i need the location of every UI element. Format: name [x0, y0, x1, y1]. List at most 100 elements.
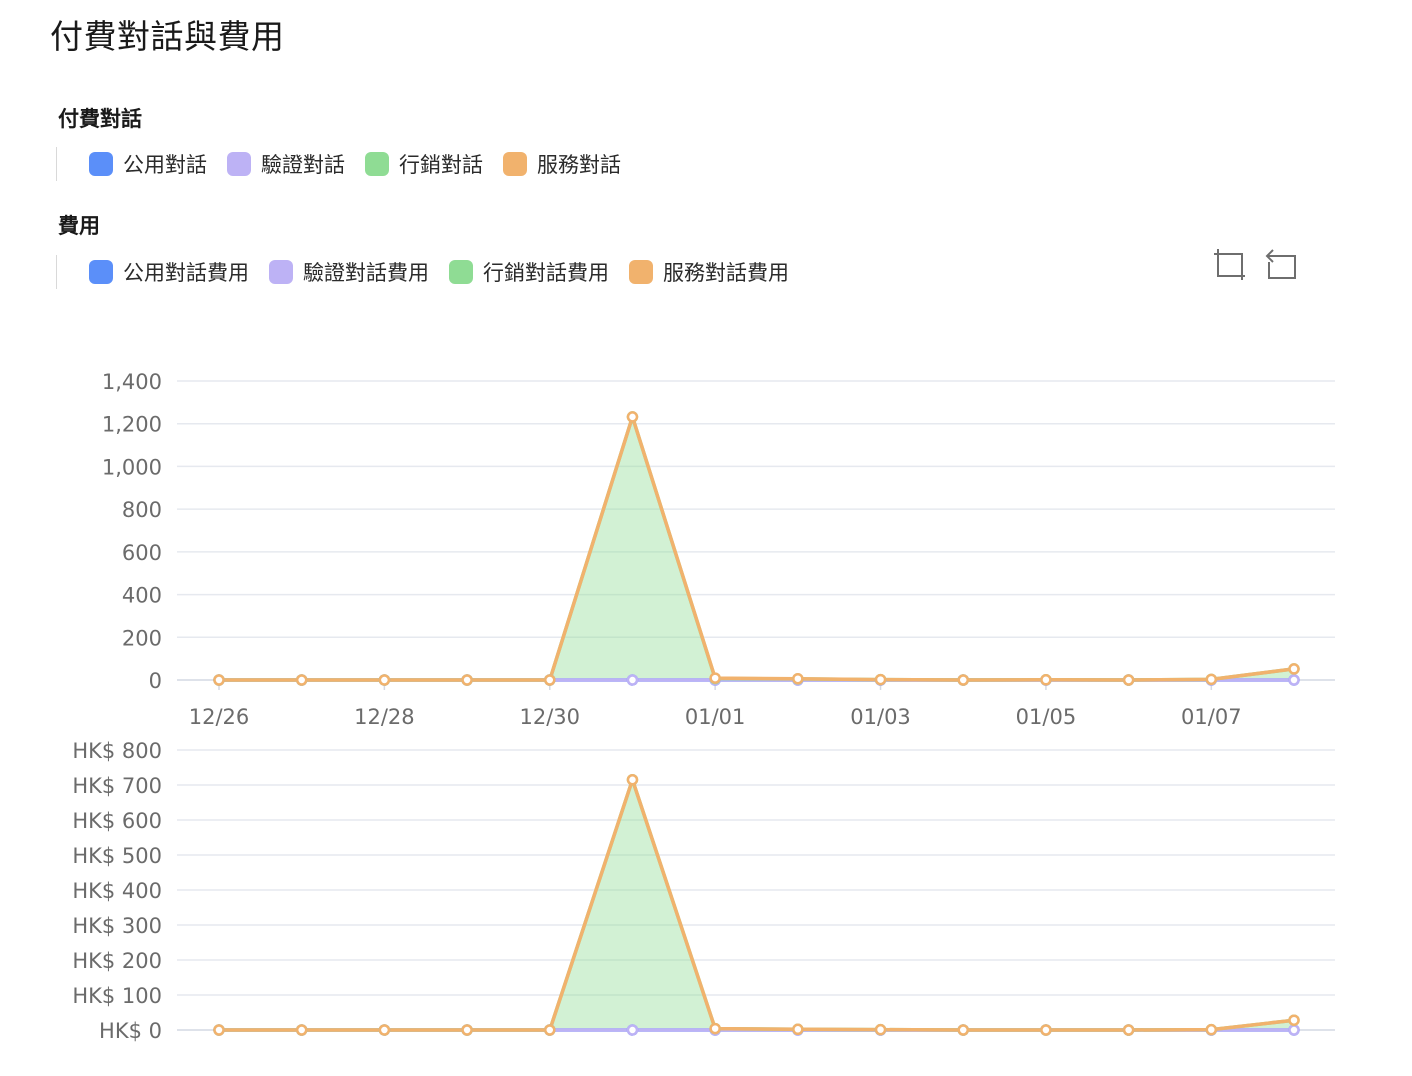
- x-tick-label: 01/05: [1016, 705, 1077, 729]
- y-tick-label: HK$ 800: [72, 739, 162, 763]
- data-point: [1122, 674, 1135, 686]
- legend-swatch: [449, 260, 473, 284]
- data-point: [1040, 674, 1052, 686]
- data-point: [709, 1024, 721, 1036]
- data-point: [1288, 1024, 1300, 1036]
- y-tick-label: HK$ 200: [72, 949, 162, 973]
- zoom-select-icon[interactable]: [1212, 246, 1248, 282]
- legend-label: 驗證對話: [261, 153, 345, 177]
- x-tick-label: 01/03: [850, 705, 911, 729]
- data-point: [295, 674, 308, 686]
- data-point: [957, 1024, 969, 1036]
- y-tick-label: 1,200: [102, 413, 162, 437]
- data-point: [709, 674, 721, 686]
- data-point: [1040, 1024, 1052, 1036]
- legend-item-public-conversations[interactable]: 公用對話: [89, 149, 207, 179]
- x-tick-label: 12/26: [189, 705, 250, 729]
- data-point: [626, 674, 639, 686]
- data-point: [461, 1024, 473, 1036]
- data-point: [1040, 1024, 1052, 1036]
- data-point: [378, 1024, 391, 1036]
- data-point: [626, 411, 639, 423]
- data-point: [957, 674, 969, 686]
- data-point: [1205, 1024, 1218, 1036]
- legend-item-marketing-conversations[interactable]: 行銷對話: [365, 149, 483, 179]
- data-point: [461, 1024, 473, 1036]
- data-point: [1040, 674, 1052, 686]
- data-point: [626, 1024, 639, 1036]
- data-point: [957, 1024, 969, 1036]
- y-tick-label: 800: [122, 498, 162, 522]
- y-tick-label: HK$ 600: [72, 809, 162, 833]
- data-point: [792, 1023, 804, 1036]
- data-point: [957, 674, 969, 686]
- y-tick-label: HK$ 0: [99, 1019, 162, 1043]
- data-point: [295, 674, 308, 686]
- y-tick-label: 1,000: [102, 455, 162, 479]
- data-point: [1205, 674, 1218, 686]
- data-point: [626, 1024, 639, 1036]
- legend-label: 行銷對話: [399, 153, 483, 177]
- data-point: [709, 1022, 721, 1035]
- data-point: [1205, 673, 1218, 686]
- data-point: [378, 1024, 391, 1036]
- data-point: [874, 673, 887, 686]
- legend-item-service-conversations[interactable]: 服務對話: [503, 149, 621, 179]
- data-point: [544, 674, 556, 686]
- series-line-3: [219, 415, 1295, 682]
- data-point: [213, 674, 225, 686]
- data-point: [1122, 1024, 1135, 1036]
- legend-item-public-cost[interactable]: 公用對話費用: [89, 257, 249, 287]
- x-tick-label: 01/01: [685, 705, 746, 729]
- conversations-legend-title: 付費對話: [58, 107, 142, 131]
- data-point: [213, 1024, 225, 1036]
- series-area-4: [219, 779, 1294, 1030]
- data-point: [626, 774, 639, 786]
- legend-item-authentication-conversations[interactable]: 驗證對話: [227, 149, 345, 179]
- data-point: [1122, 1024, 1135, 1036]
- zoom-reset-icon[interactable]: [1263, 246, 1299, 282]
- data-point: [1205, 673, 1218, 686]
- y-tick-label: 200: [122, 626, 162, 650]
- y-tick-label: 400: [122, 584, 162, 608]
- data-point: [213, 674, 225, 686]
- legend-item-marketing-cost[interactable]: 行銷對話費用: [449, 257, 609, 287]
- data-point: [295, 1024, 308, 1036]
- y-tick-label: HK$ 400: [72, 879, 162, 903]
- x-tick-label: 12/28: [354, 705, 415, 729]
- legend-swatch: [629, 260, 653, 284]
- data-point: [957, 1024, 969, 1036]
- data-point: [709, 672, 721, 685]
- data-point: [626, 411, 639, 423]
- legend-swatch: [503, 152, 527, 176]
- data-point: [874, 1023, 887, 1036]
- data-point: [1205, 1024, 1218, 1036]
- data-point: [709, 1022, 721, 1035]
- data-point: [461, 674, 473, 686]
- page-title: 付費對話與費用: [50, 17, 285, 56]
- data-point: [874, 1024, 887, 1036]
- series-area-3: [219, 779, 1294, 1030]
- data-point: [1122, 674, 1135, 686]
- y-tick-label: 0: [149, 669, 162, 693]
- data-point: [378, 674, 391, 686]
- chart-2: HK$ 0 HK$ 100 HK$ 200 HK$ 300 HK$ 400 HK$ 500…: [72, 739, 1335, 1043]
- data-point: [1288, 674, 1300, 686]
- data-point: [1122, 1024, 1135, 1036]
- series-area-3: [219, 416, 1294, 680]
- data-point: [213, 1024, 225, 1036]
- data-point: [1288, 674, 1300, 686]
- data-point: [874, 1023, 887, 1036]
- data-point: [378, 674, 391, 686]
- legend-item-authentication-cost[interactable]: 驗證對話費用: [269, 257, 429, 287]
- y-tick-label: HK$ 500: [72, 844, 162, 868]
- data-point: [544, 1024, 556, 1036]
- data-point: [461, 674, 473, 686]
- data-point: [709, 1024, 721, 1036]
- data-point: [1122, 674, 1135, 686]
- legend-label: 服務對話費用: [663, 261, 789, 285]
- legend-item-service-cost[interactable]: 服務對話費用: [629, 257, 789, 287]
- legend-label: 公用對話: [123, 153, 207, 177]
- data-point: [709, 674, 721, 686]
- series-line-4: [219, 778, 1295, 1032]
